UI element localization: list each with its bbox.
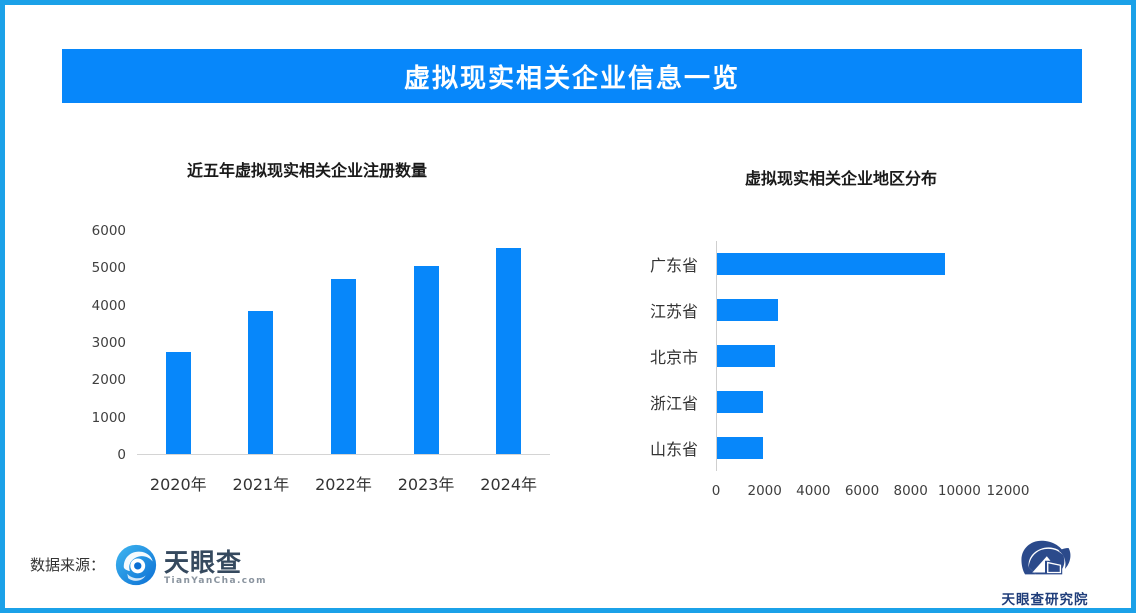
year-category-label: 2021年: [232, 475, 290, 494]
research-institute-logo: 天眼查研究院: [997, 536, 1093, 608]
bar-slot: [137, 231, 220, 454]
y-axis-tick-label: 2000: [91, 372, 126, 389]
tianyancha-logo-icon: [115, 544, 157, 590]
tianyancha-logo-name: 天眼查: [164, 547, 243, 577]
region-label: 浙江省: [650, 394, 699, 413]
region-bar-area: [716, 425, 1008, 471]
x-axis-tick-label: 8000: [893, 483, 928, 499]
registrations-chart-title: 近五年虚拟现实相关企业注册数量: [186, 161, 427, 180]
bar-slot: [220, 231, 303, 454]
region-bar: [717, 299, 778, 321]
page-title-banner: 虚拟现实相关企业信息一览: [62, 49, 1082, 103]
registrations-plot-area: [137, 231, 550, 455]
region-label: 广东省: [650, 256, 699, 275]
y-axis-tick-label: 6000: [91, 223, 126, 239]
x-axis-tick-label: 6000: [844, 483, 880, 499]
x-axis-tick-label: 10000: [937, 483, 981, 499]
registrations-x-axis: 2020年 2021年 2022年 2023年 2024年: [137, 471, 550, 495]
registration-bar: [496, 247, 522, 454]
region-row: 江苏省: [650, 287, 1010, 333]
region-row: 北京市: [650, 333, 1010, 379]
region-row: 广东省: [650, 241, 1010, 287]
bar-slot: [302, 231, 385, 454]
year-category-label: 2023年: [397, 475, 455, 494]
region-label: 江苏省: [650, 302, 699, 321]
region-bar-area: [716, 333, 1008, 379]
y-axis-tick-label: 3000: [91, 335, 126, 351]
registration-bar: [413, 266, 439, 454]
region-row: 山东省: [650, 425, 1010, 471]
y-axis-tick-label: 0: [117, 447, 126, 463]
bar-slot: [385, 231, 468, 454]
region-label: 北京市: [650, 348, 699, 367]
tianyancha-logo-text: 天眼查 TianYanCha.com: [164, 549, 267, 586]
research-institute-logo-icon: [1016, 536, 1074, 584]
x-axis-tick-label: 4000: [796, 483, 831, 499]
registration-bar: [248, 310, 274, 454]
region-bar-area: [716, 241, 1008, 287]
region-bar-area: [716, 379, 1008, 425]
region-bar: [717, 437, 764, 459]
registrations-y-axis: 0 1000 2000 3000 4000 5000 6000: [60, 223, 126, 463]
registration-bar: [165, 351, 191, 454]
regions-x-axis: 0 2000 4000 6000 8000 10000 12000: [712, 483, 1030, 501]
x-axis-tick-label: 12000: [986, 483, 1030, 499]
region-bar: [717, 345, 776, 367]
x-axis-tick-label: 2000: [747, 483, 782, 499]
data-source-label: 数据来源：: [30, 556, 106, 574]
regions-chart-title: 虚拟现实相关企业地区分布: [744, 169, 937, 188]
tianyancha-logo: 天眼查 TianYanCha.com: [115, 544, 267, 590]
region-bar-area: [716, 287, 1008, 333]
region-label: 山东省: [650, 440, 699, 459]
year-category-label: 2022年: [315, 475, 372, 494]
regions-plot-area: 广东省江苏省北京市浙江省山东省: [650, 241, 1010, 471]
page-title: 虚拟现实相关企业信息一览: [403, 63, 740, 94]
research-institute-logo-name: 天眼查研究院: [1001, 592, 1089, 608]
year-category-label: 2024年: [480, 475, 538, 494]
region-bar: [717, 253, 945, 275]
y-axis-tick-label: 4000: [91, 297, 126, 314]
region-bar: [717, 391, 764, 413]
y-axis-tick-label: 1000: [91, 409, 126, 426]
year-category-label: 2020年: [149, 475, 207, 494]
x-axis-tick-label: 0: [711, 483, 721, 499]
bar-slot: [467, 231, 550, 454]
region-row: 浙江省: [650, 379, 1010, 425]
registration-bar: [330, 279, 356, 454]
tianyancha-logo-url: TianYanCha.com: [164, 575, 267, 586]
y-axis-tick-label: 5000: [91, 260, 126, 277]
